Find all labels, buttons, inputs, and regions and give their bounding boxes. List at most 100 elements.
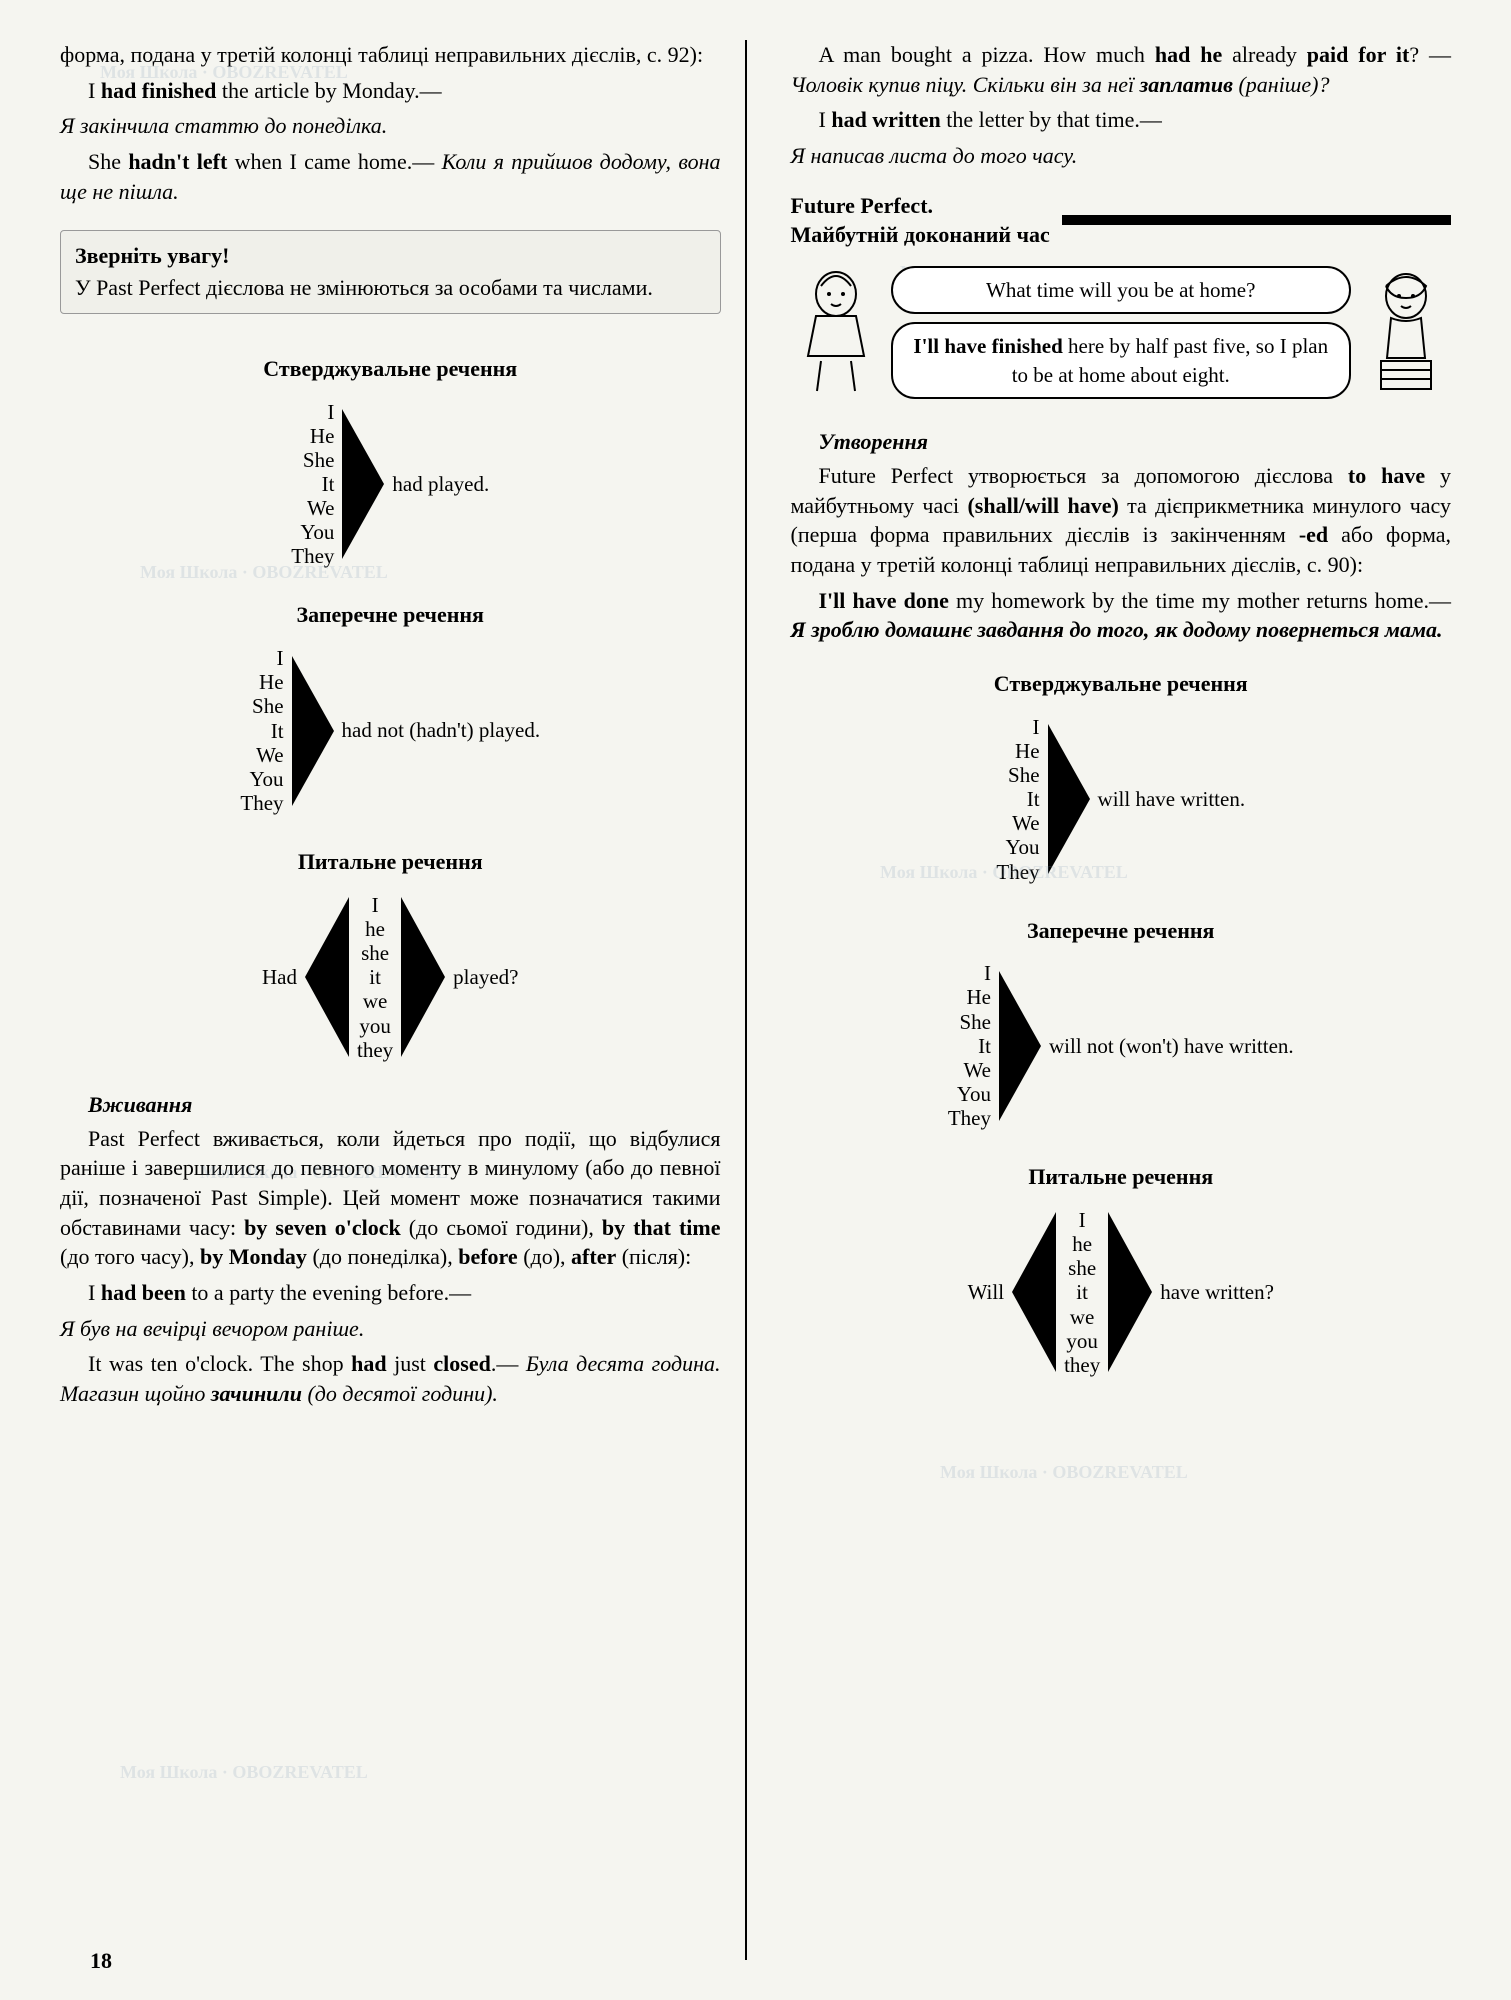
pronoun: They bbox=[996, 860, 1039, 884]
fp-question-title: Питальне речення bbox=[791, 1162, 1452, 1192]
text: by seven o'clock bbox=[244, 1215, 401, 1240]
left-column: форма, подана у третій колонці таблиці н… bbox=[60, 40, 747, 1960]
question-title: Питальне речення bbox=[60, 847, 721, 877]
text: just bbox=[387, 1351, 434, 1376]
text: (до того часу), bbox=[60, 1244, 200, 1269]
left-ex1-ua: Я закінчила статтю до понеділка. bbox=[60, 111, 721, 141]
pronoun-list: I He She It We You They bbox=[948, 961, 991, 1130]
verb-phrase: will have written. bbox=[1098, 785, 1246, 813]
formation-paragraph: Future Perfect утворюється за допомогою … bbox=[791, 461, 1452, 580]
formation-title: Утворення bbox=[791, 427, 1452, 457]
triangle-right-icon bbox=[999, 971, 1041, 1121]
text: hadn't left bbox=[128, 149, 227, 174]
left-ex2: She hadn't left when I came home.— Коли … bbox=[60, 147, 721, 206]
pronoun: they bbox=[357, 1038, 393, 1062]
aux-word: Will bbox=[968, 1278, 1004, 1306]
text: I'll have done bbox=[819, 588, 949, 613]
fp-affirmative-title: Стверджувальне речення bbox=[791, 669, 1452, 699]
pronoun: it bbox=[369, 965, 381, 989]
text: closed bbox=[433, 1351, 490, 1376]
text: (після): bbox=[616, 1244, 691, 1269]
text: the article by Monday.— bbox=[216, 78, 441, 103]
fp-title-2: Майбутній доконаний час bbox=[791, 220, 1050, 250]
pronoun: You bbox=[249, 767, 283, 791]
pronoun-list: I He She It We You They bbox=[291, 400, 334, 569]
text: A man bought a pizza. How much bbox=[819, 42, 1155, 67]
text: after bbox=[571, 1244, 616, 1269]
text: had written bbox=[831, 107, 940, 132]
text: before bbox=[458, 1244, 517, 1269]
left-intro: форма, подана у третій колонці таблиці н… bbox=[60, 40, 721, 70]
pronoun: It bbox=[322, 472, 335, 496]
text: already bbox=[1222, 42, 1307, 67]
text: (shall/will have) bbox=[967, 493, 1118, 518]
triangle-right-icon bbox=[1048, 724, 1090, 874]
formation-example: I'll have done my homework by the time m… bbox=[791, 586, 1452, 645]
pronoun: We bbox=[256, 743, 283, 767]
triangle-right-icon bbox=[342, 409, 384, 559]
fp-negative-diagram: I He She It We You They will not (won't)… bbox=[791, 961, 1452, 1130]
text: It was ten o'clock. The shop bbox=[88, 1351, 351, 1376]
pronoun: he bbox=[365, 917, 385, 941]
fp-affirmative-diagram: I He She It We You They will have writte… bbox=[791, 715, 1452, 884]
pronoun: He bbox=[310, 424, 335, 448]
text: I'll have finished bbox=[913, 334, 1062, 358]
note-body: У Past Perfect дієслова не змінюються за… bbox=[75, 273, 706, 303]
text: .— bbox=[491, 1351, 526, 1376]
text: -ed bbox=[1299, 522, 1328, 547]
speech-bubble-2: I'll have finished here by half past fiv… bbox=[891, 322, 1352, 399]
usage-ex2: It was ten o'clock. The shop had just cl… bbox=[60, 1349, 721, 1408]
question-diagram: Had I he she it we you they played? bbox=[60, 893, 721, 1062]
pronoun-list: I he she it we you they bbox=[1064, 1208, 1100, 1377]
verb-phrase: had played. bbox=[392, 470, 489, 498]
pronoun: He bbox=[259, 670, 284, 694]
pronoun: we bbox=[1070, 1305, 1095, 1329]
page-columns: форма, подана у третій колонці таблиці н… bbox=[60, 40, 1451, 1960]
verb-phrase: will not (won't) have written. bbox=[1049, 1032, 1294, 1060]
text: зачинили bbox=[211, 1381, 302, 1406]
text: to a party the evening before.— bbox=[186, 1280, 471, 1305]
pronoun-list: I he she it we you they bbox=[357, 893, 393, 1062]
pronoun: He bbox=[967, 985, 992, 1009]
pronoun: she bbox=[1068, 1256, 1096, 1280]
person-right-icon bbox=[1361, 266, 1451, 396]
pronoun: He bbox=[1015, 739, 1040, 763]
negative-diagram: I He She It We You They had not (hadn't)… bbox=[60, 646, 721, 815]
verb-phrase: have written? bbox=[1160, 1278, 1274, 1306]
pronoun: I bbox=[1079, 1208, 1086, 1232]
pronoun: it bbox=[1076, 1280, 1088, 1304]
note-title: Зверніть увагу! bbox=[75, 241, 706, 271]
pronoun: I bbox=[277, 646, 284, 670]
pronoun: You bbox=[300, 520, 334, 544]
pronoun: We bbox=[307, 496, 334, 520]
text: (раніше)? bbox=[1233, 72, 1330, 97]
text: (до), bbox=[518, 1244, 571, 1269]
heading-rule bbox=[1062, 215, 1451, 225]
text: заплатив bbox=[1140, 72, 1233, 97]
text: had bbox=[351, 1351, 386, 1376]
text: had been bbox=[101, 1280, 186, 1305]
pronoun: you bbox=[359, 1014, 391, 1038]
pronoun-list: I He She It We You They bbox=[996, 715, 1039, 884]
text: Я зроблю домаш­нє завдання до того, як д… bbox=[791, 617, 1443, 642]
page-number: 18 bbox=[90, 1946, 112, 1976]
triangle-right-icon bbox=[292, 656, 334, 806]
text: I bbox=[819, 107, 832, 132]
text: I bbox=[88, 1280, 101, 1305]
note-box: Зверніть увагу! У Past Perfect дієслова … bbox=[60, 230, 721, 313]
pronoun: We bbox=[1012, 811, 1039, 835]
pronoun: They bbox=[948, 1106, 991, 1130]
text: She bbox=[88, 149, 128, 174]
text: (до десятої години). bbox=[302, 1381, 498, 1406]
text: by Monday bbox=[200, 1244, 307, 1269]
pronoun-list: I He She It We You They bbox=[240, 646, 283, 815]
speech-bubbles: What time will you be at home? I'll have… bbox=[891, 266, 1352, 399]
pronoun: he bbox=[1072, 1232, 1092, 1256]
pronoun: we bbox=[363, 989, 388, 1013]
text: by that time bbox=[602, 1215, 721, 1240]
pronoun: She bbox=[960, 1010, 992, 1034]
pronoun: It bbox=[978, 1034, 991, 1058]
left-ex1: I had finished the article by Monday.— bbox=[60, 76, 721, 106]
text: my homework by the time my mother return… bbox=[949, 588, 1451, 613]
pronoun: They bbox=[240, 791, 283, 815]
